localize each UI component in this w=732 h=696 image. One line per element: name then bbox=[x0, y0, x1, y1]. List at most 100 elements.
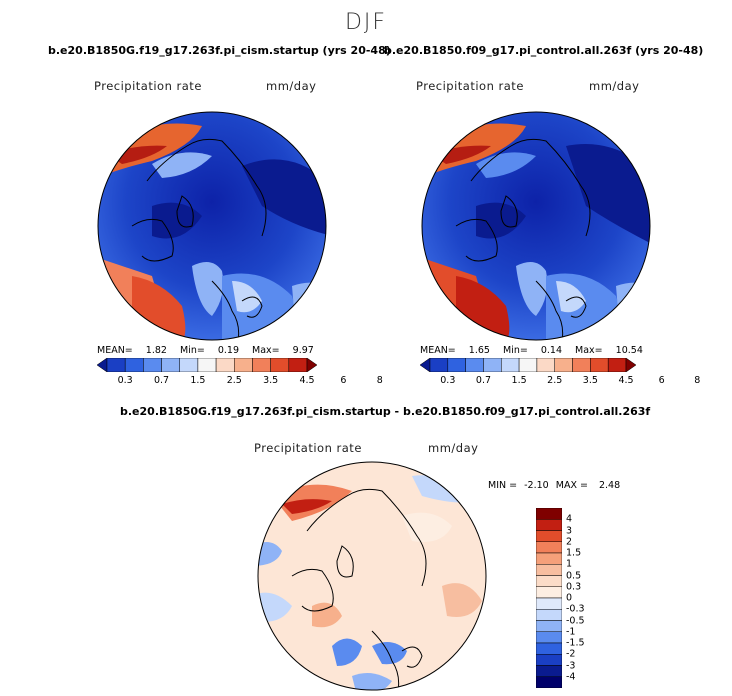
map2-colorbar-min-triangle bbox=[420, 358, 431, 372]
diff-colorbar-label: 0.3 bbox=[566, 581, 582, 593]
diff-polar-plot bbox=[257, 461, 487, 691]
map2-colorbar-swatch bbox=[590, 358, 609, 372]
map2-colorbar-swatch bbox=[483, 358, 502, 372]
map2-case-title: b.e20.B1850.f09_g17.pi_control.all.263f … bbox=[384, 44, 704, 57]
map1-colorbar-swatch bbox=[288, 358, 308, 372]
map1-mean-label: MEAN= bbox=[97, 345, 133, 356]
map1-colorbar-label: 0.3 bbox=[117, 375, 133, 386]
map2-colorbar-label: 6 bbox=[658, 375, 665, 386]
map2-colorbar-label: 3.5 bbox=[582, 375, 598, 386]
map1-max-value: 9.97 bbox=[292, 345, 314, 356]
map1-colorbar-labels: 0.3 0.7 1.5 2.5 3.5 4.5 6 8 bbox=[97, 375, 383, 389]
map1-colorbar-swatch bbox=[252, 358, 271, 372]
diff-colorbar-swatch bbox=[536, 552, 562, 565]
diff-colorbar-swatch bbox=[536, 654, 562, 666]
diff-colorbar-label: -3 bbox=[566, 660, 576, 671]
diff-colorbar-swatch bbox=[536, 586, 562, 599]
map2-colorbar-label: 1.5 bbox=[511, 375, 527, 386]
map2-colorbar-swatch bbox=[607, 358, 627, 372]
map2-colorbar bbox=[420, 358, 636, 372]
map1-colorbar-label: 6 bbox=[340, 375, 347, 386]
diff-colorbar-label: 4 bbox=[566, 513, 573, 525]
map2-colorbar-swatch bbox=[465, 358, 484, 372]
map2-colorbar-label: 2.5 bbox=[547, 375, 563, 386]
map1-colorbar-swatch bbox=[124, 358, 144, 372]
map2-colorbar-swatch bbox=[518, 358, 538, 372]
diff-colorbar-label: 2 bbox=[566, 536, 573, 548]
diff-colorbar-swatch bbox=[536, 541, 562, 554]
map1-colorbar-label: 2.5 bbox=[226, 375, 242, 386]
diff-colorbar-swatch bbox=[536, 508, 562, 520]
diff-colorbar-swatch bbox=[536, 564, 562, 576]
map2-polar-plot bbox=[421, 111, 651, 341]
map1-mean-value: 1.82 bbox=[145, 345, 167, 356]
diff-colorbar-label: -4 bbox=[566, 671, 576, 683]
diff-colorbar-label: 0 bbox=[566, 592, 573, 604]
map1-min-label: Min= bbox=[179, 345, 205, 356]
season-title: DJF bbox=[344, 10, 388, 35]
diff-colorbar-label: 3 bbox=[566, 525, 573, 536]
map1-case-title: b.e20.B1850G.f19_g17.263f.pi_cism.startu… bbox=[48, 44, 391, 57]
diff-max-label: MAX = bbox=[555, 480, 588, 491]
map1-colorbar-label: 4.5 bbox=[299, 375, 315, 386]
diff-colorbar-swatch bbox=[536, 676, 562, 688]
map1-colorbar-swatch bbox=[106, 358, 126, 372]
map2-colorbar-swatch bbox=[572, 358, 591, 372]
diff-colorbar-label: 1.5 bbox=[566, 547, 582, 559]
map2-variable-label: Precipitation rate bbox=[416, 79, 524, 93]
map2-units-label: mm/day bbox=[589, 79, 640, 93]
map2-colorbar-swatch bbox=[447, 358, 466, 372]
diff-stats: MIN = -2.10 MAX = 2.48 bbox=[488, 480, 620, 491]
map1-colorbar-min-triangle bbox=[97, 358, 108, 372]
map1-colorbar-label: 1.5 bbox=[190, 375, 206, 386]
diff-min-label: MIN = bbox=[488, 480, 518, 491]
diff-colorbar-swatch bbox=[536, 631, 562, 644]
map1-max-label: Max= bbox=[252, 345, 280, 356]
map1-colorbar bbox=[97, 358, 317, 372]
diff-colorbar-label: -1 bbox=[566, 626, 576, 638]
diff-colorbar-swatch bbox=[536, 665, 562, 677]
map2-colorbar-label: 4.5 bbox=[618, 375, 634, 386]
diff-colorbar-label: -0.3 bbox=[566, 603, 585, 615]
map1-stats: MEAN= 1.82 Min= 0.19 Max= 9.97 bbox=[97, 345, 314, 356]
diff-colorbar-swatch bbox=[536, 597, 562, 610]
map1-colorbar-swatch bbox=[215, 358, 235, 372]
diff-colorbar-label: -2 bbox=[566, 648, 576, 660]
diff-colorbar-swatch bbox=[536, 609, 562, 621]
map1-colorbar-max-triangle bbox=[306, 358, 317, 372]
map1-colorbar-swatch bbox=[179, 358, 199, 372]
map2-colorbar-max-triangle bbox=[625, 358, 636, 372]
map1-colorbar-swatch bbox=[161, 358, 180, 372]
diff-colorbar-swatch bbox=[536, 620, 562, 632]
map2-mean-label: MEAN= bbox=[420, 345, 456, 356]
diff-colorbar-label: -1.5 bbox=[566, 637, 585, 649]
diff-colorbar-label: 0.5 bbox=[566, 570, 582, 581]
diff-colorbar-swatch bbox=[536, 530, 562, 542]
map2-colorbar-label: 0.3 bbox=[440, 375, 456, 386]
map2-mean-value: 1.65 bbox=[468, 345, 490, 356]
diff-colorbar-swatch bbox=[536, 519, 562, 531]
diff-colorbar-swatch bbox=[536, 575, 562, 587]
map2-colorbar-labels: 0.3 0.7 1.5 2.5 3.5 4.5 6 8 bbox=[420, 375, 700, 389]
map1-colorbar-swatch bbox=[143, 358, 162, 372]
diff-units-label: mm/day bbox=[428, 441, 479, 455]
diff-title: b.e20.B1850G.f19_g17.263f.pi_cism.startu… bbox=[120, 405, 651, 418]
map2-colorbar-swatch bbox=[429, 358, 449, 372]
diff-colorbar bbox=[536, 508, 562, 688]
map2-max-label: Max= bbox=[575, 345, 603, 356]
map1-colorbar-label: 3.5 bbox=[263, 375, 279, 386]
diff-colorbar-swatch bbox=[536, 642, 562, 655]
map2-colorbar-label: 0.7 bbox=[475, 375, 492, 386]
map1-units-label: mm/day bbox=[266, 79, 317, 93]
diff-variable-label: Precipitation rate bbox=[254, 441, 362, 455]
map1-colorbar-swatch bbox=[197, 358, 217, 372]
map1-min-value: 0.19 bbox=[217, 345, 239, 356]
map1-variable-label: Precipitation rate bbox=[94, 79, 202, 93]
map2-stats: MEAN= 1.65 Min= 0.14 Max= 10.54 bbox=[420, 345, 643, 356]
map1-colorbar-label: 0.7 bbox=[153, 375, 170, 386]
map1-polar-plot bbox=[97, 111, 327, 341]
diff-colorbar-label: -0.5 bbox=[566, 615, 585, 626]
map2-colorbar-swatch bbox=[536, 358, 555, 372]
map2-min-label: Min= bbox=[502, 345, 528, 356]
diff-colorbar-label: 1 bbox=[566, 558, 573, 570]
